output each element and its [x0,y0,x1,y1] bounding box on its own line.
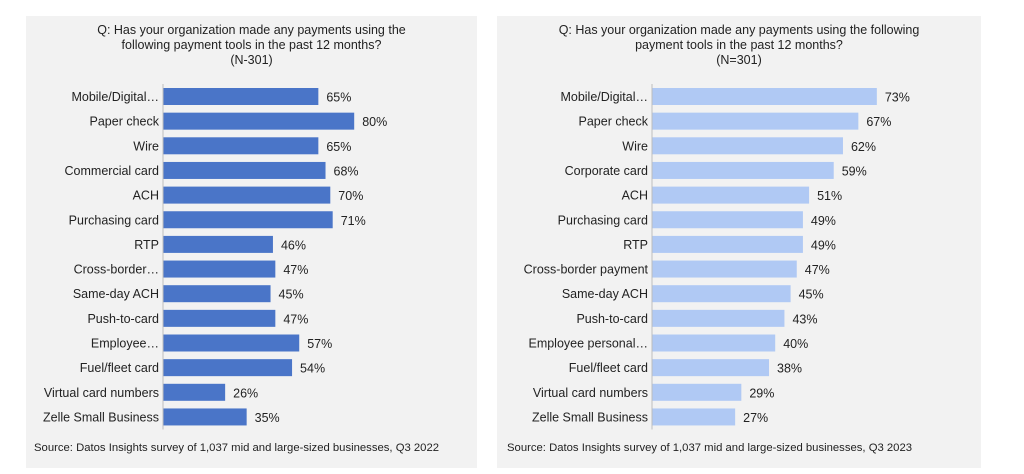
source-note: Source: Datos Insights survey of 1,037 m… [34,442,440,454]
category-label: Cross-border… [74,263,159,277]
data-label: 35% [255,411,280,425]
category-label: Commercial card [65,164,160,178]
data-label: 70% [338,189,363,203]
bar [163,235,273,253]
chart-title-line: Q: Has your organization made any paymen… [97,23,406,37]
category-label: Employee personal… [528,337,648,351]
bar [652,260,797,278]
bar [652,211,803,229]
data-label: 26% [233,386,258,400]
bar-chart-2023: Mobile/Digital… 73% Paper check 67% Wire 62% C… [524,84,910,430]
bar [652,112,859,130]
bar [163,88,319,105]
data-label: 40% [783,337,808,351]
category-label: Corporate card [565,164,648,178]
data-label: 38% [777,362,802,376]
bar [163,112,355,130]
data-label: 59% [842,164,867,178]
data-label: 27% [743,411,768,425]
data-label: 65% [326,140,351,154]
category-label: RTP [623,238,648,252]
category-label: Fuel/fleet card [80,361,159,375]
bar [163,408,247,426]
data-label: 68% [334,164,359,178]
bar [652,186,810,204]
bar [163,309,276,327]
category-label: Purchasing card [558,213,648,227]
data-label: 49% [811,238,836,252]
category-label: Same-day ACH [73,287,159,301]
bar [652,334,776,352]
bar [652,137,843,155]
data-label: 47% [805,263,830,277]
bar [652,408,736,426]
data-label: 49% [811,214,836,228]
data-label: 80% [362,115,387,129]
data-label: 46% [281,238,306,252]
chart-panel-2023: Q: Has your organization made any paymen… [497,16,981,468]
category-label: Virtual card numbers [533,386,648,400]
category-label: Paper check [579,115,649,129]
bar [163,260,276,278]
category-label: ACH [133,189,159,203]
chart-title-line: (N=301) [716,53,762,67]
bar [163,334,300,352]
data-label: 62% [851,140,876,154]
category-label: Virtual card numbers [44,386,159,400]
data-label: 54% [300,362,325,376]
chart-title: Q: Has your organization made any paymen… [26,23,477,68]
bar [652,359,770,377]
category-label: Mobile/Digital… [71,90,159,104]
bar [163,383,226,401]
category-label: Cross-border payment [524,263,649,277]
bar [163,359,293,377]
data-label: 43% [792,312,817,326]
bar [652,309,785,327]
chart-title-line: (N-301) [230,53,273,67]
category-label: Purchasing card [69,213,159,227]
chart-title-line: payment tools in the past 12 months? [635,38,843,52]
category-label: Paper check [90,115,160,129]
bar [652,88,877,105]
category-label: Employee… [91,337,159,351]
category-label: Mobile/Digital… [560,90,648,104]
bar [652,235,803,253]
category-label: Push-to-card [87,312,159,326]
category-label: Wire [622,139,648,153]
bar [652,383,742,401]
bar [163,161,326,179]
category-label: ACH [622,189,648,203]
bar [652,285,791,303]
data-label: 45% [279,288,304,302]
data-label: 51% [817,189,842,203]
data-label: 47% [283,263,308,277]
data-label: 47% [283,312,308,326]
data-label: 57% [307,337,332,351]
source-note: Source: Datos Insights survey of 1,037 m… [507,442,913,454]
category-label: Zelle Small Business [43,410,159,424]
data-label: 67% [866,115,891,129]
chart-panel-2022: Q: Has your organization made any paymen… [26,16,477,468]
chart-title-line: Q: Has your organization made any paymen… [558,23,920,37]
data-label: 71% [341,214,366,228]
bar [163,211,333,229]
chart-title: Q: Has your organization made any paymen… [497,23,981,68]
category-label: Zelle Small Business [532,410,648,424]
bar [163,186,331,204]
category-label: Wire [133,139,159,153]
category-label: Push-to-card [576,312,648,326]
chart-title-line: following payment tools in the past 12 m… [121,38,382,52]
bar [163,137,319,155]
category-label: Fuel/fleet card [569,361,648,375]
bar [652,161,834,179]
data-label: 45% [799,288,824,302]
bar-chart-2022: Mobile/Digital… 65% Paper check 80% Wire 65% C… [43,84,387,430]
data-label: 29% [749,386,774,400]
category-label: RTP [134,238,159,252]
data-label: 65% [326,91,351,105]
bar [163,285,271,303]
data-label: 73% [885,91,910,105]
category-label: Same-day ACH [562,287,648,301]
